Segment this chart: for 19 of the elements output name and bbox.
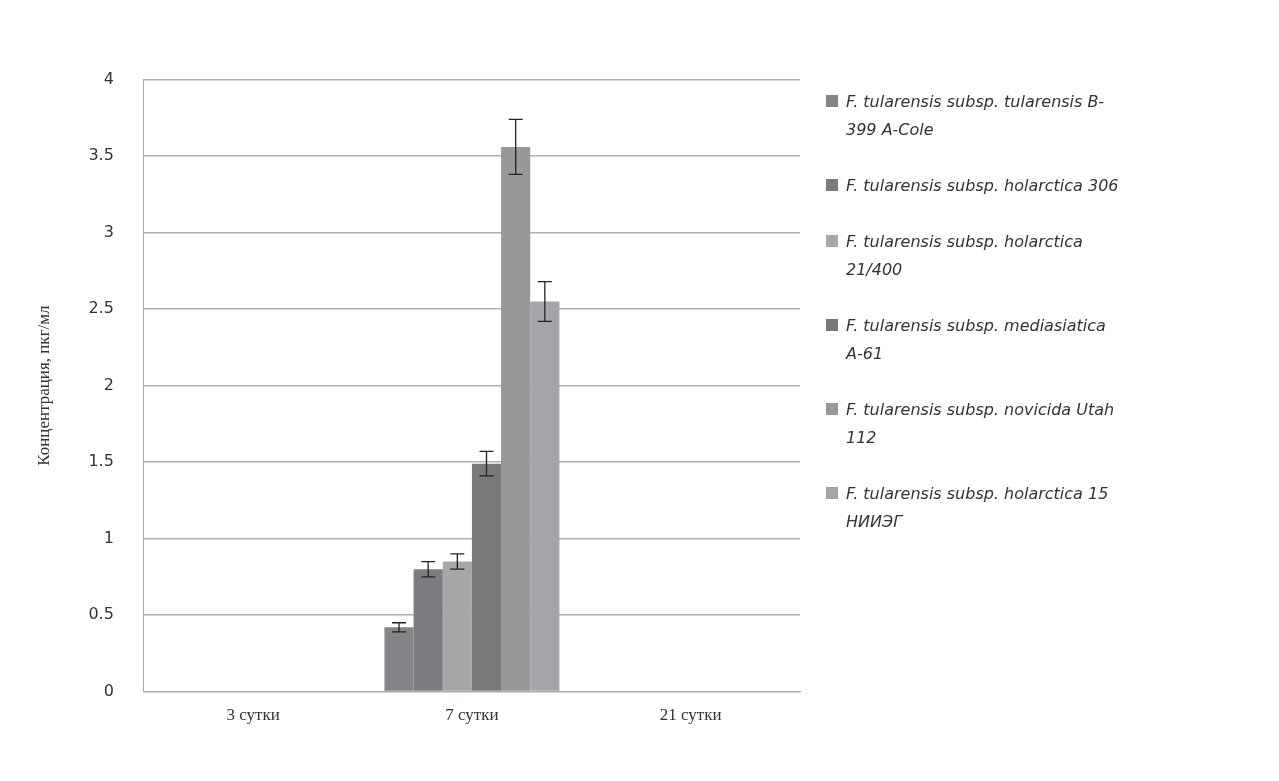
- y-tick-label: 2: [103, 374, 114, 394]
- legend-label: F. tularensis subsp. holarctica 306: [846, 175, 1119, 197]
- legend-label: F. tularensis subsp. novicida Utah 112: [846, 399, 1116, 449]
- y-tick-label: 1: [103, 527, 114, 547]
- y-axis-title: Концентрация, пкг/мл: [33, 304, 53, 466]
- x-tick-label: 3 сутки: [226, 705, 280, 725]
- y-tick-label: 3: [103, 221, 114, 241]
- legend-label: F. tularensis subsp. tularensis B-399 A-Cole: [846, 91, 1105, 141]
- y-tick-label: 2.5: [88, 298, 114, 318]
- y-tick-label: 0: [103, 680, 114, 700]
- y-tick-label: 3.5: [88, 145, 114, 165]
- y-tick-label: 0.5: [88, 604, 114, 624]
- y-tick-label: 1.5: [88, 451, 114, 471]
- legend-label: F. tularensis subsp. mediasiatica A-61: [846, 315, 1107, 365]
- legend-label: F. tularensis subsp. holarctica 21/400: [846, 231, 1084, 281]
- x-tick-label: 21 сутки: [659, 705, 722, 725]
- x-tick-label: 7 сутки: [445, 705, 499, 725]
- y-tick-label: 4: [103, 68, 114, 88]
- legend-label: F. tularensis subsp. holarctica 15 НИИЭГ: [846, 483, 1110, 533]
